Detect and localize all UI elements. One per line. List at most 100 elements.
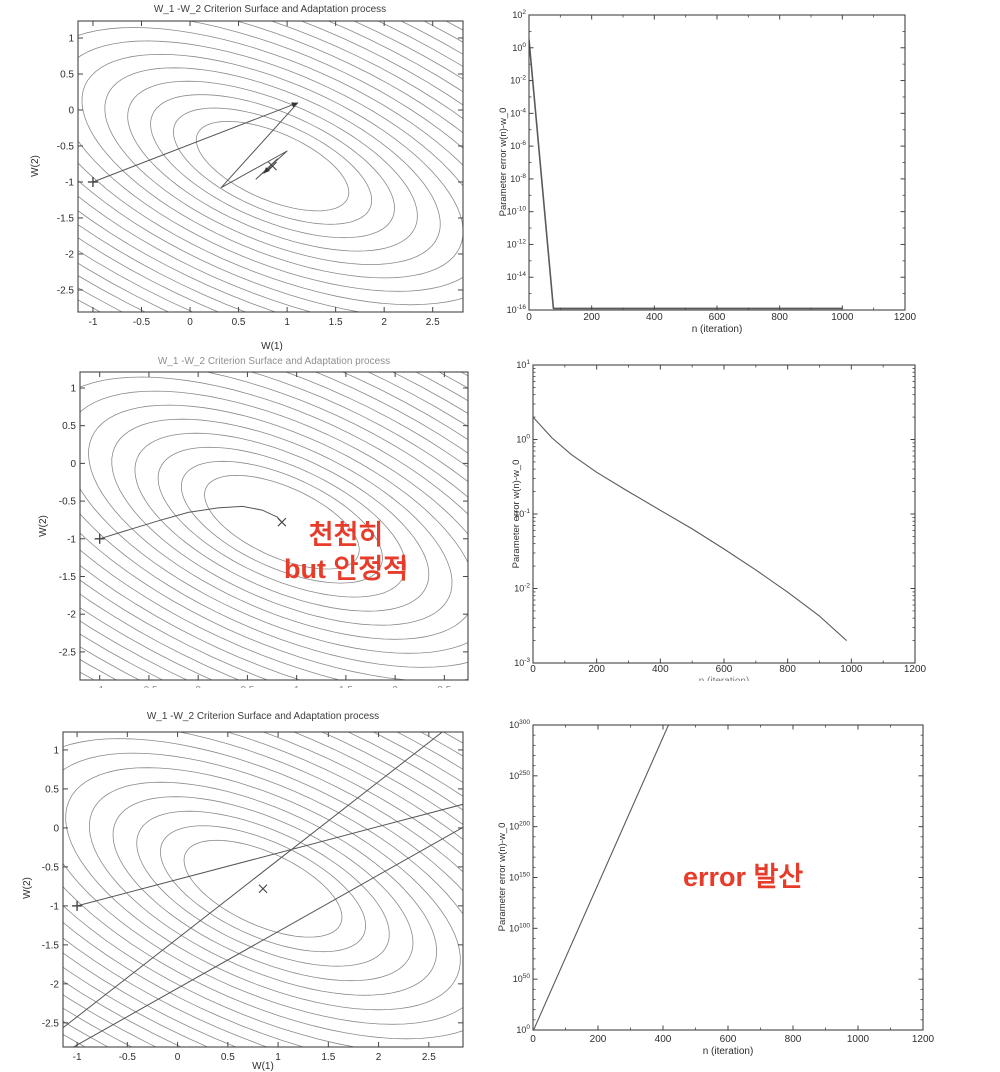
axis-ticks [528,14,906,311]
annotation-slow-line1: 천천히 [308,520,384,550]
svg-text:800: 800 [771,312,788,323]
svg-text:-2.5: -2.5 [57,285,75,296]
svg-text:1: 1 [284,317,290,328]
svg-text:100: 100 [516,434,530,445]
svg-text:600: 600 [716,664,733,675]
svg-text:2: 2 [381,317,387,328]
markers [72,884,268,911]
svg-text:n (iteration): n (iteration) [703,1046,754,1057]
svg-text:1200: 1200 [904,664,927,675]
markers [87,161,277,187]
svg-text:-0.5: -0.5 [59,497,77,508]
svg-text:0.5: 0.5 [45,784,59,795]
svg-text:-0.5: -0.5 [133,317,151,328]
annotation-slow-stable: 천천히 but 안정적 [284,518,408,586]
svg-text:0: 0 [530,1034,536,1045]
svg-text:W(2): W(2) [38,515,49,537]
svg-text:0: 0 [175,1052,181,1063]
axis-ticks [532,724,924,1031]
svg-text:1200: 1200 [912,1034,935,1045]
svg-text:200: 200 [590,1034,607,1045]
svg-text:-2: -2 [67,610,76,621]
svg-text:10300: 10300 [509,719,530,730]
svg-text:800: 800 [779,664,796,675]
svg-text:1: 1 [275,1052,281,1063]
svg-text:0: 0 [187,317,193,328]
svg-text:10-16: 10-16 [507,304,527,315]
subplot-middle-left: -1 -0.5 0 0.5 1 1.5 2 2.5 1 0.5 0 -0.5 -1 -1.5 -2 -2.5 W… [38,356,469,696]
axis-ticks [80,372,468,680]
svg-text:-1.5: -1.5 [59,572,77,583]
svg-text:200: 200 [588,664,605,675]
svg-text:1000: 1000 [847,1034,870,1045]
svg-text:1: 1 [70,383,76,394]
svg-text:0: 0 [70,459,76,470]
annotation-slow-line2: but 안정적 [284,554,408,584]
svg-text:2.5: 2.5 [426,317,440,328]
svg-text:2.5: 2.5 [422,1052,436,1063]
svg-text:W_1 -W_2 Criterion Surface and: W_1 -W_2 Criterion Surface and Adaptatio… [154,4,386,15]
svg-text:10200: 10200 [509,821,530,832]
subplot-top-left: -1 -0.5 0 0.5 1 1.5 2 2.5 1 0.5 0 -0.5 -1 -1.5 -2 -2.5 W… [30,4,464,352]
svg-text:-0.5: -0.5 [140,685,158,696]
axis-ticks [78,21,463,312]
svg-text:-2: -2 [65,249,74,260]
svg-text:600: 600 [709,312,726,323]
adaptation-trajectory [92,102,299,189]
svg-text:0: 0 [530,664,536,675]
error-curve [529,39,843,310]
svg-text:10-12: 10-12 [507,238,527,249]
svg-text:10-6: 10-6 [510,140,526,151]
svg-text:1.5: 1.5 [321,1052,335,1063]
svg-text:-2.5: -2.5 [59,647,77,658]
svg-text:400: 400 [652,664,669,675]
subplot-bottom-right: 10300 10250 10200 10150 10100 1050 1000 200 400 6… [497,719,935,1057]
svg-text:-0.5: -0.5 [42,862,60,873]
svg-text:Parameter error w(n)-w_0: Parameter error w(n)-w_0 [498,108,509,217]
svg-text:0.5: 0.5 [60,69,74,80]
error-curve [533,725,670,1030]
svg-text:10-8: 10-8 [510,173,526,184]
svg-text:10-4: 10-4 [510,107,526,118]
svg-text:1200: 1200 [894,312,917,323]
svg-text:101: 101 [516,359,530,370]
svg-text:400: 400 [646,312,663,323]
svg-text:10100: 10100 [509,922,530,933]
contour-lines [80,372,468,680]
contour-lines [63,732,463,1047]
svg-text:10-1: 10-1 [514,508,530,519]
svg-text:1.5: 1.5 [329,317,343,328]
svg-text:Parameter error w(n)-w_0: Parameter error w(n)-w_0 [497,823,508,932]
svg-text:100: 100 [516,1024,530,1035]
svg-text:0: 0 [526,312,532,323]
svg-text:W(1): W(1) [252,1061,274,1072]
svg-text:-1: -1 [95,685,104,696]
svg-text:2.5: 2.5 [437,685,451,696]
subplot-top-right: 102 100 10-2 10-4 10-6 10-8 10-10 10-12 10-14 10-… [498,9,917,335]
svg-text:-2.5: -2.5 [42,1018,60,1029]
svg-text:0.5: 0.5 [62,421,76,432]
error-curve [533,416,847,642]
svg-text:1: 1 [68,33,74,44]
svg-text:0: 0 [195,685,201,696]
svg-text:2: 2 [392,685,398,696]
svg-text:1.5: 1.5 [339,685,353,696]
svg-text:1: 1 [294,685,300,696]
contour-lines [78,21,463,312]
svg-text:-1: -1 [67,534,76,545]
svg-text:1000: 1000 [840,664,863,675]
svg-text:102: 102 [512,9,526,20]
svg-text:10-2: 10-2 [510,75,526,86]
svg-text:600: 600 [720,1034,737,1045]
svg-text:1050: 1050 [513,973,531,984]
svg-text:W(2): W(2) [22,877,33,899]
markers [94,517,287,544]
svg-text:0.5: 0.5 [232,317,246,328]
svg-text:W_1 -W_2 Criterion Surface and: W_1 -W_2 Criterion Surface and Adaptatio… [158,356,390,367]
svg-text:10-10: 10-10 [507,206,527,217]
svg-text:10250: 10250 [509,770,530,781]
svg-text:n (iteration): n (iteration) [692,324,743,335]
svg-text:0: 0 [53,823,59,834]
